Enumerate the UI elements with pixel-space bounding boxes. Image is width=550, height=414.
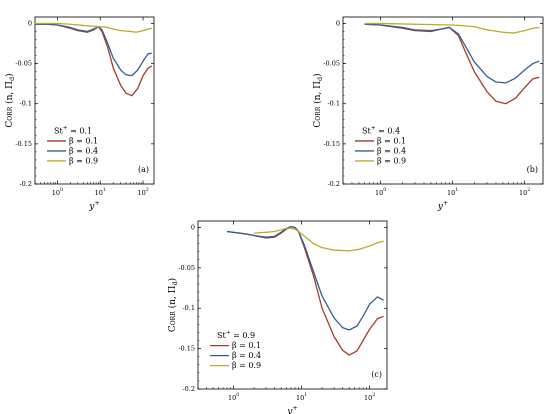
x-axis-label: y+ bbox=[437, 199, 449, 212]
panel-label: (b) bbox=[527, 165, 538, 174]
y-tick-label: -0.15 bbox=[178, 345, 195, 353]
x-tick-label: 100 bbox=[52, 187, 63, 197]
series-line-2 bbox=[35, 23, 152, 77]
legend-entry: β = 0.9 bbox=[377, 156, 406, 165]
x-tick-label: 100 bbox=[375, 187, 386, 197]
y-tick-label: -0.15 bbox=[15, 140, 32, 148]
y-tick-label: 0 bbox=[336, 19, 340, 27]
series-line-3 bbox=[364, 22, 540, 34]
legend-entry: β = 0.4 bbox=[377, 146, 406, 155]
y-tick-label: 0 bbox=[191, 223, 195, 231]
plot-frame bbox=[197, 220, 388, 390]
y-tick-label: -0.05 bbox=[323, 60, 340, 68]
panel-label: (c) bbox=[371, 370, 382, 379]
y-tick-label: 0 bbox=[28, 19, 32, 27]
legend-entry: β = 0.1 bbox=[232, 341, 261, 350]
y-tick-label: -0.05 bbox=[178, 264, 195, 272]
x-tick-label: 102 bbox=[137, 187, 148, 197]
series-line-1 bbox=[35, 23, 153, 97]
legend-title: St+ = 0.4 bbox=[362, 125, 400, 135]
legend-title: St+ = 0.9 bbox=[217, 330, 255, 340]
series-line-1 bbox=[226, 226, 384, 356]
x-tick-label: 102 bbox=[364, 392, 375, 402]
legend-entry: β = 0.1 bbox=[377, 136, 406, 145]
y-tick-label: -0.2 bbox=[19, 180, 32, 188]
y-axis-label: Corr (n, Πd) bbox=[312, 73, 324, 127]
legend-entry: β = 0.9 bbox=[69, 156, 98, 165]
series-line-3 bbox=[254, 227, 384, 252]
x-tick-label: 101 bbox=[95, 187, 106, 197]
chart-panel-b: 0 -0.05 -0.1 -0.15 -0.2 100 101 102 y+ Corr (n, Π… bbox=[312, 16, 544, 212]
plot-frame bbox=[34, 16, 155, 185]
x-tick-label: 102 bbox=[519, 187, 530, 197]
legend-title: St+ = 0.1 bbox=[54, 125, 92, 135]
series-line-3 bbox=[35, 22, 152, 33]
y-tick-label: -0.15 bbox=[323, 140, 340, 148]
x-axis-label: y+ bbox=[88, 199, 100, 212]
y-axis-label: Corr (n, Πd) bbox=[4, 73, 16, 127]
chart-panel-a: 0 -0.05 -0.1 -0.15 -0.2 100 101 102 y+ Corr (n, Π… bbox=[4, 16, 155, 212]
legend-entry: β = 0.1 bbox=[69, 136, 98, 145]
x-tick-label: 101 bbox=[447, 187, 458, 197]
y-tick-label: -0.2 bbox=[327, 180, 340, 188]
y-tick-label: -0.1 bbox=[19, 100, 32, 108]
y-axis-label: Corr (n, Πd) bbox=[167, 278, 179, 332]
series-line-2 bbox=[226, 226, 384, 331]
y-tick-label: -0.05 bbox=[15, 60, 32, 68]
series-line-1 bbox=[364, 23, 540, 105]
legend-entry: β = 0.4 bbox=[69, 146, 98, 155]
legend-entry: β = 0.4 bbox=[232, 351, 261, 360]
x-axis-label: y+ bbox=[286, 404, 298, 414]
y-tick-label: -0.1 bbox=[327, 100, 340, 108]
x-tick-label: 101 bbox=[296, 392, 307, 402]
legend-entry: β = 0.9 bbox=[232, 361, 261, 370]
series-line-2 bbox=[364, 23, 540, 84]
plot-frame bbox=[342, 16, 544, 185]
x-tick-label: 100 bbox=[228, 392, 239, 402]
panel-label: (a) bbox=[138, 165, 149, 174]
y-tick-label: -0.2 bbox=[182, 385, 195, 393]
y-tick-label: -0.1 bbox=[182, 304, 195, 312]
chart-panel-c: 0 -0.05 -0.1 -0.15 -0.2 100 101 102 y+ Corr (n, Π… bbox=[167, 220, 388, 414]
